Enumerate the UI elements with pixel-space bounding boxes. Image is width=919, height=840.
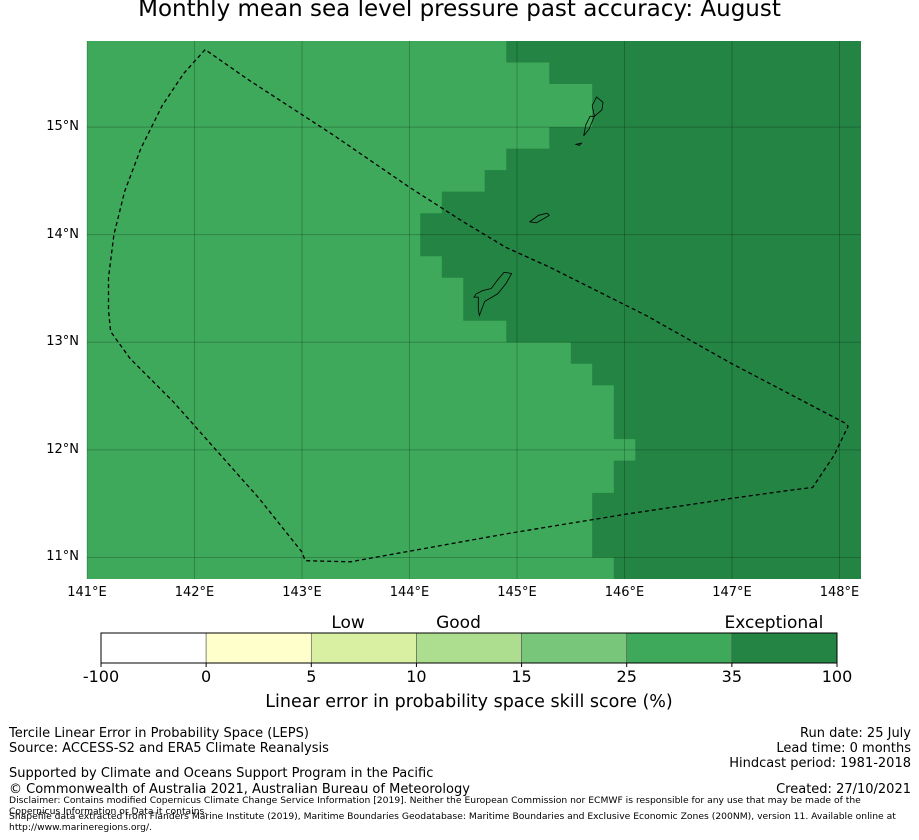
- lat-tick-label: 14°N: [46, 226, 79, 242]
- eez-boundary-line: [107, 49, 849, 563]
- colorbar-tick-label: 100: [821, 667, 853, 686]
- footer-created-date: Created: 27/10/2021: [776, 782, 911, 797]
- colorbar-tick-label: 35: [721, 667, 743, 686]
- colorbar: [100, 632, 838, 667]
- island-outline: [591, 96, 604, 118]
- island-outline: [583, 115, 596, 136]
- lon-tick-label: 144°E: [389, 585, 430, 600]
- footer-shapefile-credit: Shapefile data extracted from Flanders M…: [9, 811, 896, 833]
- colorbar-tick-label: 25: [616, 667, 637, 686]
- colorbar-segment: [521, 632, 628, 664]
- footer-source: Source: ACCESS-S2 and ERA5 Climate Reana…: [9, 741, 329, 756]
- lon-tick-label: 141°E: [67, 585, 107, 600]
- lon-tick-label: 142°E: [174, 585, 215, 600]
- island-outline: [473, 271, 513, 317]
- lat-tick-label: 12°N: [46, 441, 79, 457]
- colorbar-segment: [205, 632, 312, 664]
- footer-copyright: © Commonwealth of Australia 2021, Austra…: [9, 782, 470, 797]
- colorbar-segment: [731, 632, 838, 664]
- colorbar-segment: [310, 632, 417, 664]
- island-outline: [528, 212, 550, 224]
- colorbar-tick-label: 0: [201, 667, 212, 686]
- footer-disclaimer: Disclaimer: Contains modified Copernicus…: [9, 795, 861, 817]
- footer-lead-time: Lead time: 0 months: [776, 741, 911, 756]
- page-title: Monthly mean sea level pressure past acc…: [138, 0, 781, 22]
- exceptional-skill-region: [420, 41, 861, 579]
- colorbar-tick-label: 10: [406, 667, 427, 686]
- lat-tick-label: 15°N: [46, 119, 79, 135]
- lon-tick-label: 146°E: [604, 585, 645, 600]
- map-plot-area: [86, 41, 861, 579]
- lon-tick-label: 145°E: [497, 585, 537, 600]
- colorbar-category-label: Good: [436, 613, 481, 633]
- colorbar-frame: [100, 632, 838, 664]
- lon-tick-label: 147°E: [712, 585, 752, 600]
- colorbar-tick-label: 5: [306, 667, 317, 686]
- footer-method: Tercile Linear Error in Probability Spac…: [9, 726, 309, 741]
- footer-run-date: Run date: 25 July: [800, 726, 911, 741]
- colorbar-segment: [416, 632, 522, 664]
- lon-tick-label: 148°E: [819, 585, 860, 600]
- colorbar-tick-label: 15: [511, 667, 532, 686]
- colorbar-segment: [100, 632, 207, 664]
- island-outline: [574, 142, 583, 146]
- colorbar-tick-label: -100: [82, 667, 120, 686]
- colorbar-category-label: Low: [331, 613, 365, 633]
- colorbar-segment: [626, 632, 733, 664]
- lat-tick-label: 11°N: [46, 549, 79, 565]
- colorbar-axis-label: Linear error in probability space skill …: [265, 692, 673, 712]
- colorbar-category-label: Exceptional: [724, 613, 824, 633]
- footer-hindcast-period: Hindcast period: 1981-2018: [729, 756, 911, 771]
- footer-support: Supported by Climate and Oceans Support …: [9, 766, 434, 781]
- lat-tick-label: 13°N: [46, 334, 79, 350]
- lon-tick-label: 143°E: [282, 585, 322, 600]
